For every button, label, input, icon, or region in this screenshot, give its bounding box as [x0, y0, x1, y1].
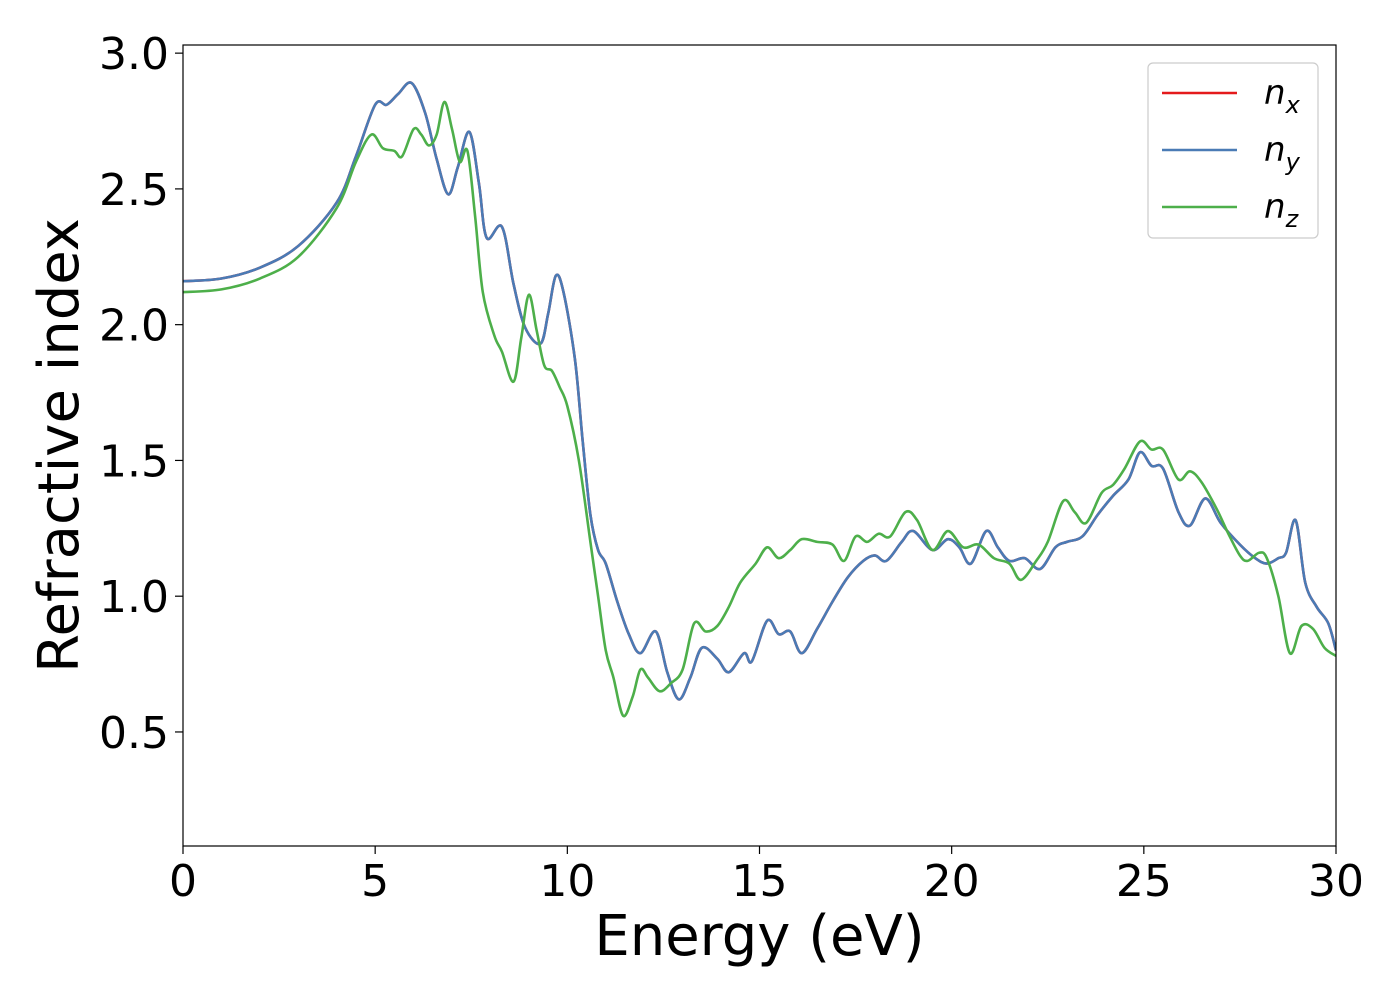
x-tick-label: 5	[361, 856, 389, 907]
x-axis-label: Energy (eV)	[594, 904, 924, 969]
y-tick-label: 0.5	[99, 708, 169, 759]
x-tick-label: 30	[1308, 856, 1364, 907]
legend-label-ny: ny	[1264, 130, 1301, 176]
series-line-ny	[183, 81, 1336, 701]
x-axis-ticks: 0 5 10 15 20 25 30	[169, 846, 1364, 907]
series-layer	[183, 81, 1336, 718]
y-tick-label: 2.0	[99, 301, 169, 352]
legend: nx ny nz	[1147, 62, 1319, 239]
x-tick-label: 10	[539, 856, 595, 907]
x-tick-label: 15	[732, 856, 788, 907]
x-tick-label: 0	[169, 856, 197, 907]
y-tick-label: 3.0	[99, 29, 169, 80]
y-axis-label: Refractive index	[27, 218, 92, 673]
x-tick-label: 25	[1116, 856, 1172, 907]
y-tick-label: 1.0	[99, 572, 169, 623]
y-axis-ticks: 0.5 1.0 1.5 2.0 2.5 3.0	[99, 29, 183, 759]
legend-label-nx: nx	[1264, 73, 1301, 119]
y-tick-label: 2.5	[99, 165, 169, 216]
series-line-nz	[183, 100, 1336, 718]
y-tick-label: 1.5	[99, 436, 169, 487]
x-tick-label: 20	[924, 856, 980, 907]
legend-label-nz: nz	[1264, 187, 1300, 233]
